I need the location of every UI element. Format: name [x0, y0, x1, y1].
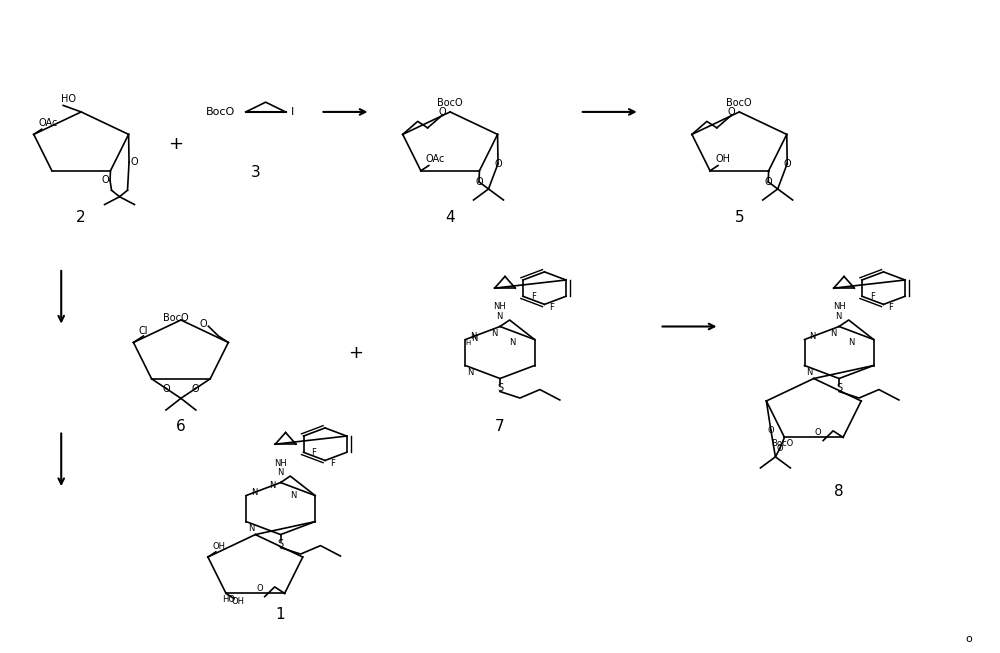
Text: OH: OH	[213, 541, 226, 550]
Text: +: +	[168, 135, 183, 153]
Text: I: I	[291, 107, 294, 117]
Text: F: F	[870, 292, 875, 301]
Text: O: O	[777, 444, 783, 453]
Text: N: N	[836, 312, 842, 321]
Text: HO: HO	[222, 596, 235, 605]
Text: Cl: Cl	[138, 326, 148, 336]
Text: H: H	[465, 340, 470, 345]
Text: O: O	[101, 176, 109, 185]
Text: N: N	[848, 338, 855, 347]
Text: N: N	[269, 481, 275, 490]
Text: N: N	[809, 332, 816, 341]
Text: O: O	[764, 177, 772, 187]
Text: N: N	[472, 334, 478, 343]
Text: 4: 4	[445, 210, 455, 225]
Text: N: N	[290, 491, 296, 500]
Text: N: N	[248, 524, 254, 533]
Text: O: O	[200, 319, 207, 329]
Text: N: N	[496, 312, 503, 321]
Text: N: N	[470, 332, 477, 341]
Text: 5: 5	[735, 210, 744, 225]
Text: BocO: BocO	[771, 439, 793, 449]
Text: S: S	[278, 539, 284, 549]
Text: HO: HO	[61, 94, 76, 104]
Text: BocO: BocO	[726, 99, 752, 108]
Text: N: N	[277, 468, 283, 477]
Text: 7: 7	[495, 419, 505, 434]
Text: N: N	[491, 328, 498, 338]
Text: N: N	[467, 368, 474, 377]
Text: N: N	[251, 488, 257, 497]
Text: 3: 3	[251, 165, 261, 180]
Text: O: O	[494, 159, 502, 168]
Text: BocO: BocO	[206, 107, 235, 117]
Text: O: O	[439, 106, 446, 117]
Text: N: N	[831, 328, 837, 338]
Text: O: O	[130, 157, 138, 167]
Text: N: N	[806, 368, 813, 377]
Text: o: o	[965, 633, 972, 644]
Text: 6: 6	[176, 419, 186, 434]
Text: OH: OH	[715, 154, 730, 165]
Text: F: F	[330, 459, 335, 468]
Text: OH: OH	[231, 597, 244, 605]
Text: O: O	[162, 383, 170, 394]
Text: 2: 2	[76, 210, 86, 225]
Text: 1: 1	[276, 607, 285, 622]
Text: S: S	[497, 383, 503, 393]
Text: S: S	[836, 383, 842, 393]
Text: F: F	[311, 448, 316, 457]
Text: 8: 8	[834, 484, 844, 498]
Text: O: O	[815, 428, 821, 437]
Text: F: F	[531, 292, 536, 301]
Text: O: O	[768, 426, 774, 435]
Text: O: O	[192, 383, 199, 394]
Text: +: +	[348, 343, 363, 362]
Text: N: N	[509, 338, 516, 347]
Text: O: O	[728, 106, 736, 117]
Text: O: O	[783, 159, 791, 168]
Text: F: F	[549, 303, 554, 312]
Text: O: O	[256, 584, 263, 593]
Text: O: O	[475, 177, 483, 187]
Text: NH: NH	[494, 302, 506, 311]
Text: OAc: OAc	[39, 118, 58, 128]
Text: OAc: OAc	[426, 154, 445, 165]
Text: NH: NH	[833, 302, 845, 311]
Text: F: F	[889, 303, 893, 312]
Text: BocO: BocO	[163, 313, 189, 323]
Text: BocO: BocO	[437, 99, 463, 108]
Text: NH: NH	[274, 458, 287, 468]
